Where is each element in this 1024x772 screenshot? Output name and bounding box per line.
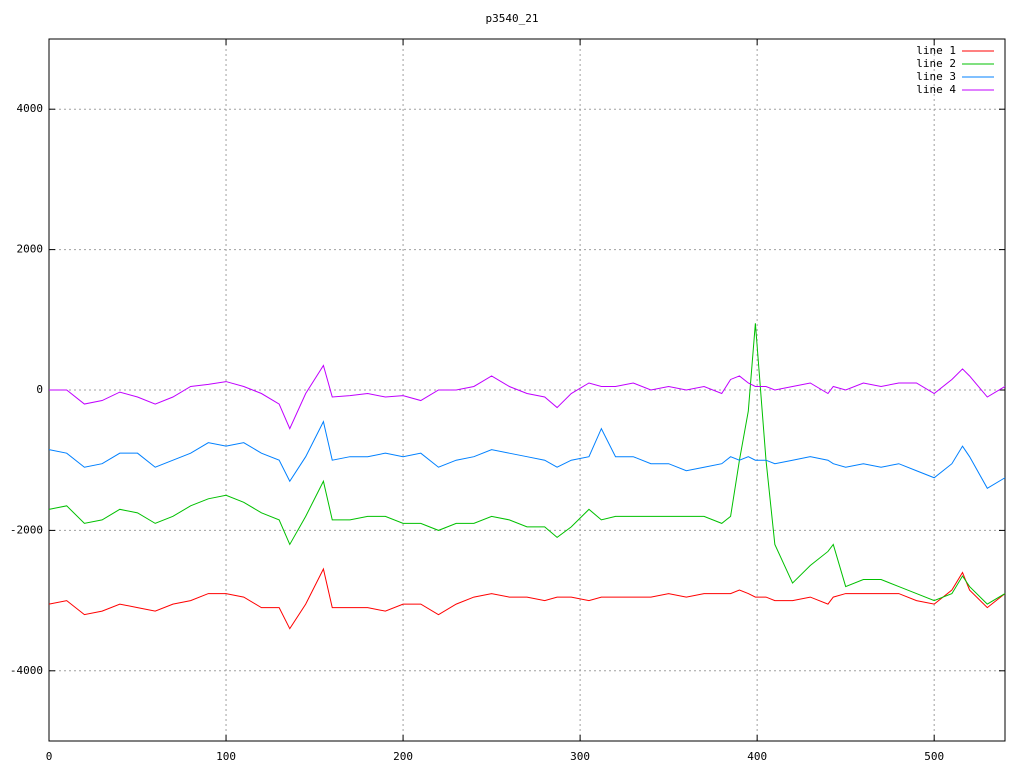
- legend-label: line 3: [916, 70, 956, 83]
- y-tick-label: -4000: [10, 664, 43, 677]
- x-tick-label: 100: [216, 750, 236, 763]
- x-tick-label: 400: [747, 750, 767, 763]
- x-tick-label: 500: [924, 750, 944, 763]
- x-tick-label: 200: [393, 750, 413, 763]
- line-series: [48, 567, 1006, 630]
- x-tick-label: 300: [570, 750, 590, 763]
- chart-title: p3540_21: [486, 12, 539, 25]
- legend-label: line 1: [916, 44, 956, 57]
- y-tick-label: -2000: [10, 523, 43, 536]
- plot-border: [48, 38, 1006, 742]
- x-tick-label: 0: [46, 750, 53, 763]
- y-tick-label: 0: [36, 383, 43, 396]
- y-tick-label: 2000: [17, 243, 44, 256]
- legend-label: line 4: [916, 83, 956, 96]
- y-tick-label: 4000: [17, 102, 44, 115]
- line-series: [48, 323, 1006, 605]
- line-series: [48, 420, 1006, 489]
- legend-label: line 2: [916, 57, 956, 70]
- line-series: [49, 364, 1006, 430]
